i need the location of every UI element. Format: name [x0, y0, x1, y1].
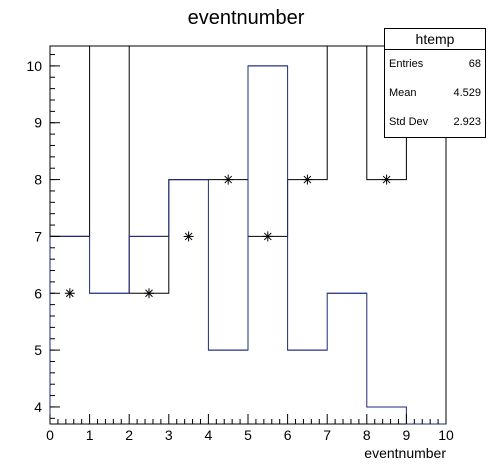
- x-tick-label-6: 6: [284, 427, 292, 443]
- std-dev-value: 2.923: [453, 116, 481, 128]
- x-tick-label-10: 10: [438, 427, 454, 443]
- mean-label: Mean: [389, 87, 417, 99]
- y-tick-label-9: 9: [34, 115, 42, 131]
- data-marker-2: [183, 231, 194, 242]
- y-tick-label-8: 8: [34, 172, 42, 188]
- std-dev-label: Std Dev: [389, 116, 429, 128]
- entries-value: 68: [468, 58, 481, 70]
- y-tick-label-7: 7: [34, 228, 42, 244]
- stats-box: htemp Entries 68 Mean 4.529 Std Dev 2.92…: [384, 28, 486, 138]
- data-marker-3: [223, 174, 234, 185]
- y-tick-label-10: 10: [26, 58, 42, 74]
- stats-row-mean: Mean 4.529: [385, 79, 485, 108]
- stats-row-std-dev: Std Dev 2.923: [385, 108, 485, 137]
- data-marker-0: [64, 288, 75, 299]
- chart-title: eventnumber: [188, 7, 305, 29]
- y-tick-label-4: 4: [34, 399, 42, 415]
- data-marker-4: [262, 231, 273, 242]
- y-tick-label-5: 5: [34, 342, 42, 358]
- data-marker-1: [144, 288, 154, 299]
- entries-label: Entries: [389, 58, 424, 70]
- stats-title: htemp: [385, 29, 485, 50]
- x-tick-label-9: 9: [403, 427, 411, 443]
- x-tick-label-7: 7: [323, 427, 331, 443]
- x-axis-label: eventnumber: [364, 445, 446, 461]
- stats-row-entries: Entries 68: [385, 50, 485, 79]
- x-tick-label-0: 0: [46, 427, 54, 443]
- plot-area: 0 1 2 3 4 5 6 7 8 9 10 4 5 6 7 8 9 10: [26, 45, 454, 443]
- x-tick-label-3: 3: [165, 427, 173, 443]
- x-tick-label-8: 8: [363, 427, 371, 443]
- x-tick-label-4: 4: [205, 427, 213, 443]
- y-tick-label-6: 6: [34, 285, 42, 301]
- mean-value: 4.529: [453, 87, 481, 99]
- x-tick-label-1: 1: [86, 427, 94, 443]
- data-marker-6: [381, 174, 392, 185]
- x-tick-label-5: 5: [244, 427, 252, 443]
- data-marker-5: [302, 174, 313, 185]
- x-tick-label-2: 2: [125, 427, 133, 443]
